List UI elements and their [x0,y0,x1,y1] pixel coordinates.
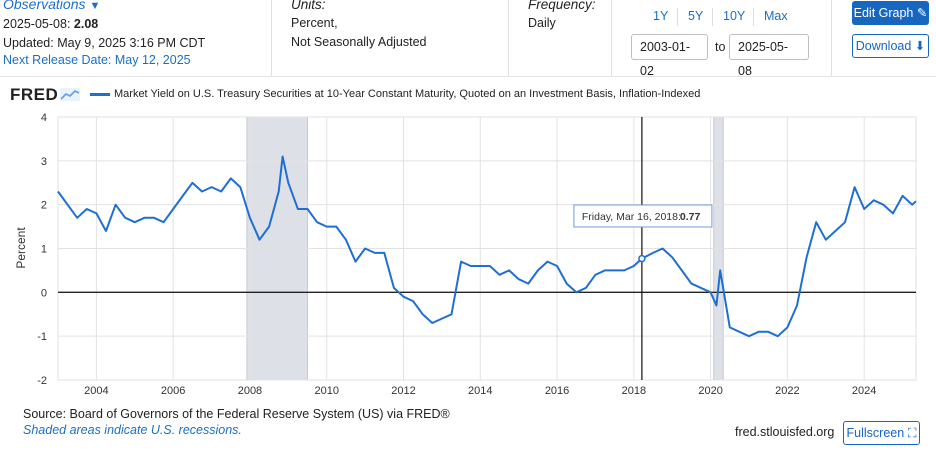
series-line[interactable] [57,155,917,338]
x-tick-label: 2006 [161,385,185,397]
x-tick-label: 2010 [314,385,338,397]
x-tick-label: 2008 [238,385,262,397]
edit-icon: ✎ [916,6,928,20]
divider [271,0,272,76]
x-tick-label: 2024 [852,385,876,397]
fred-logo[interactable]: FRED [10,85,81,105]
recession-note: Shaded areas indicate U.S. recessions. [23,423,242,437]
divider [611,0,612,76]
tooltip-box [573,204,713,228]
x-tick-label: 2018 [622,385,646,397]
legend-series-name: Market Yield on U.S. Treasury Securities… [114,88,701,100]
latest-observation: 2025-05-08: 2.08 [3,17,98,31]
units-line-2: Not Seasonally Adjusted [291,35,427,49]
site-url[interactable]: fred.stlouisfed.org [735,425,835,439]
edit-graph-label: Edit Graph [853,6,914,20]
x-tick-label: 2020 [698,385,722,397]
x-tick-label: 2012 [391,385,415,397]
y-tick-label: -2 [37,375,47,387]
divider [677,8,678,26]
tooltip-value: 0.77 [680,211,701,223]
observations-toggle[interactable]: Observations ▼ [3,0,100,12]
range-max-button[interactable]: Max [764,9,788,23]
fred-logo-text: FRED [10,85,59,104]
header-bar: Observations ▼ 2025-05-08: 2.08 Updated: … [0,0,936,78]
to-label: to [715,40,726,54]
tooltip-point[interactable] [638,254,646,263]
y-tick-label: -1 [37,331,47,343]
chevron-down-icon: ▼ [89,0,101,12]
download-button[interactable]: Download ⬇ [852,34,929,58]
start-date-input[interactable]: 2003-01-02 [631,34,708,78]
divider [508,0,509,76]
range-5y-button[interactable]: 5Y [688,9,704,23]
fred-logo-chart-icon [60,88,81,101]
x-tick-label: 2016 [545,385,569,397]
y-tick-label: 4 [41,112,47,124]
divider [712,8,713,26]
chart-legend: Market Yield on U.S. Treasury Securities… [90,88,700,100]
range-10y-button[interactable]: 10Y [723,9,746,23]
x-tick-label: 2022 [775,385,799,397]
fullscreen-icon: ⛶ [907,426,917,440]
edit-graph-button[interactable]: Edit Graph ✎ [852,1,929,25]
updated-text: Updated: May 9, 2025 3:16 PM CDT [3,36,206,50]
y-tick-label: 3 [41,156,47,168]
fullscreen-button[interactable]: Fullscreen ⛶ [843,421,920,445]
divider [831,0,832,76]
source-text: Source: Board of Governors of the Federa… [23,407,450,421]
frequency-value: Daily [528,16,556,30]
y-tick-label: 1 [41,244,47,256]
obs-date: 2025-05-08: [3,17,71,31]
download-icon: ⬇ [914,39,926,53]
download-label: Download [855,39,912,53]
units-label: Units: [291,0,326,12]
obs-value: 2.08 [73,17,99,31]
frequency-label: Frequency: [528,0,596,12]
legend-swatch [90,92,110,96]
y-tick-label: 0 [41,287,47,299]
y-tick-label: 2 [41,200,47,212]
next-release-link[interactable]: Next Release Date: May 12, 2025 [3,53,191,67]
tooltip: Friday, Mar 16, 2018: 0.77 [573,204,713,228]
x-tick-label: 2014 [468,385,492,397]
x-tick-label: 2004 [84,385,108,397]
units-line-1: Percent, [291,16,338,30]
line-chart[interactable]: 4 3 2 1 0 -1 -2 2004 2006 2008 2010 2012 2014 2016 201… [0,0,936,400]
range-1y-button[interactable]: 1Y [653,9,669,23]
y-axis-label: Percent [14,227,28,269]
tooltip-date: Friday, Mar 16, 2018: [582,211,681,223]
divider [753,8,754,26]
observations-title: Observations [3,0,86,12]
fullscreen-label: Fullscreen [846,426,905,440]
end-date-input[interactable]: 2025-05-08 [729,34,809,78]
